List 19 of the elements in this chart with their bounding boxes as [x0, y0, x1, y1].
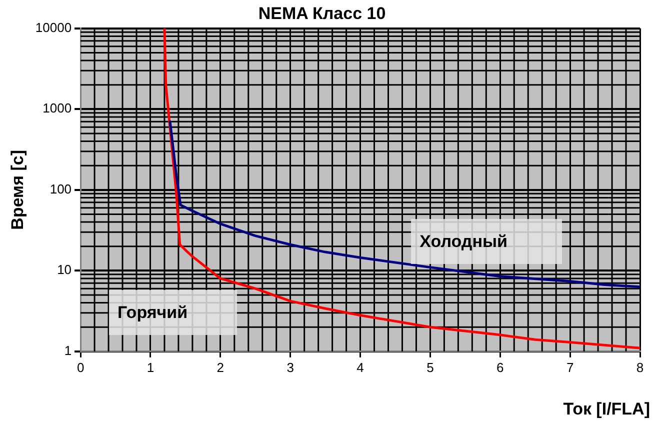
y-tick-label: 1000	[42, 100, 72, 116]
chart-title: NEMA Класс 10	[258, 4, 386, 23]
series-label: Холодный	[420, 232, 508, 252]
x-tick-label: 8	[636, 360, 644, 375]
x-tick-label: 2	[216, 360, 224, 375]
x-tick-label: 3	[286, 360, 294, 375]
y-axis-title: Время [c]	[8, 150, 27, 230]
x-tick-label: 0	[76, 360, 84, 375]
x-axis-title: Ток [I/FLA]	[563, 400, 650, 419]
text: Горячий	[118, 302, 188, 323]
y-tick-label: 10	[57, 262, 72, 278]
y-tick-label: 10000	[35, 20, 72, 35]
y-tick-label: 1	[64, 342, 72, 358]
x-tick-label: 4	[356, 360, 364, 375]
y-tick-label: 100	[50, 181, 72, 196]
x-tick-label: 5	[426, 360, 434, 375]
x-tick-label: 1	[146, 360, 154, 375]
x-tick-label: 7	[566, 360, 574, 375]
x-tick-label: 6	[496, 360, 504, 375]
